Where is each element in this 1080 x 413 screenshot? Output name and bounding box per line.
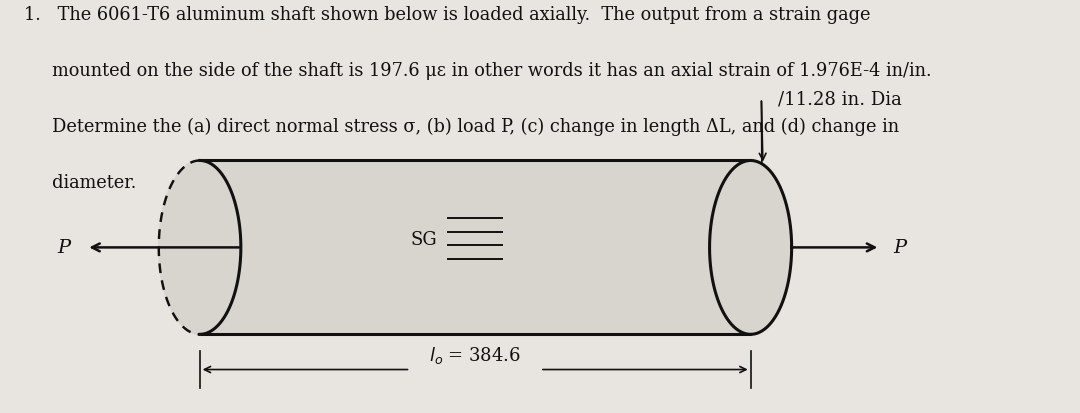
Text: Determine the (a) direct normal stress σ, (b) load P, (c) change in length ΔL, a: Determine the (a) direct normal stress σ… (24, 118, 899, 136)
Text: diameter.: diameter. (24, 173, 136, 191)
Text: P: P (57, 239, 70, 257)
Polygon shape (159, 161, 241, 335)
Text: P: P (893, 239, 906, 257)
Polygon shape (710, 161, 792, 335)
Bar (200, 161, 751, 335)
Text: SG: SG (410, 230, 437, 249)
Text: /11.28 in. Dia: /11.28 in. Dia (778, 90, 902, 108)
Text: mounted on the side of the shaft is 197.6 με in other words it has an axial stra: mounted on the side of the shaft is 197.… (24, 62, 931, 80)
Text: 1.   The 6061-T6 aluminum shaft shown below is loaded axially.  The output from : 1. The 6061-T6 aluminum shaft shown belo… (24, 6, 870, 24)
Text: $l_o$ = 384.6: $l_o$ = 384.6 (429, 344, 522, 365)
